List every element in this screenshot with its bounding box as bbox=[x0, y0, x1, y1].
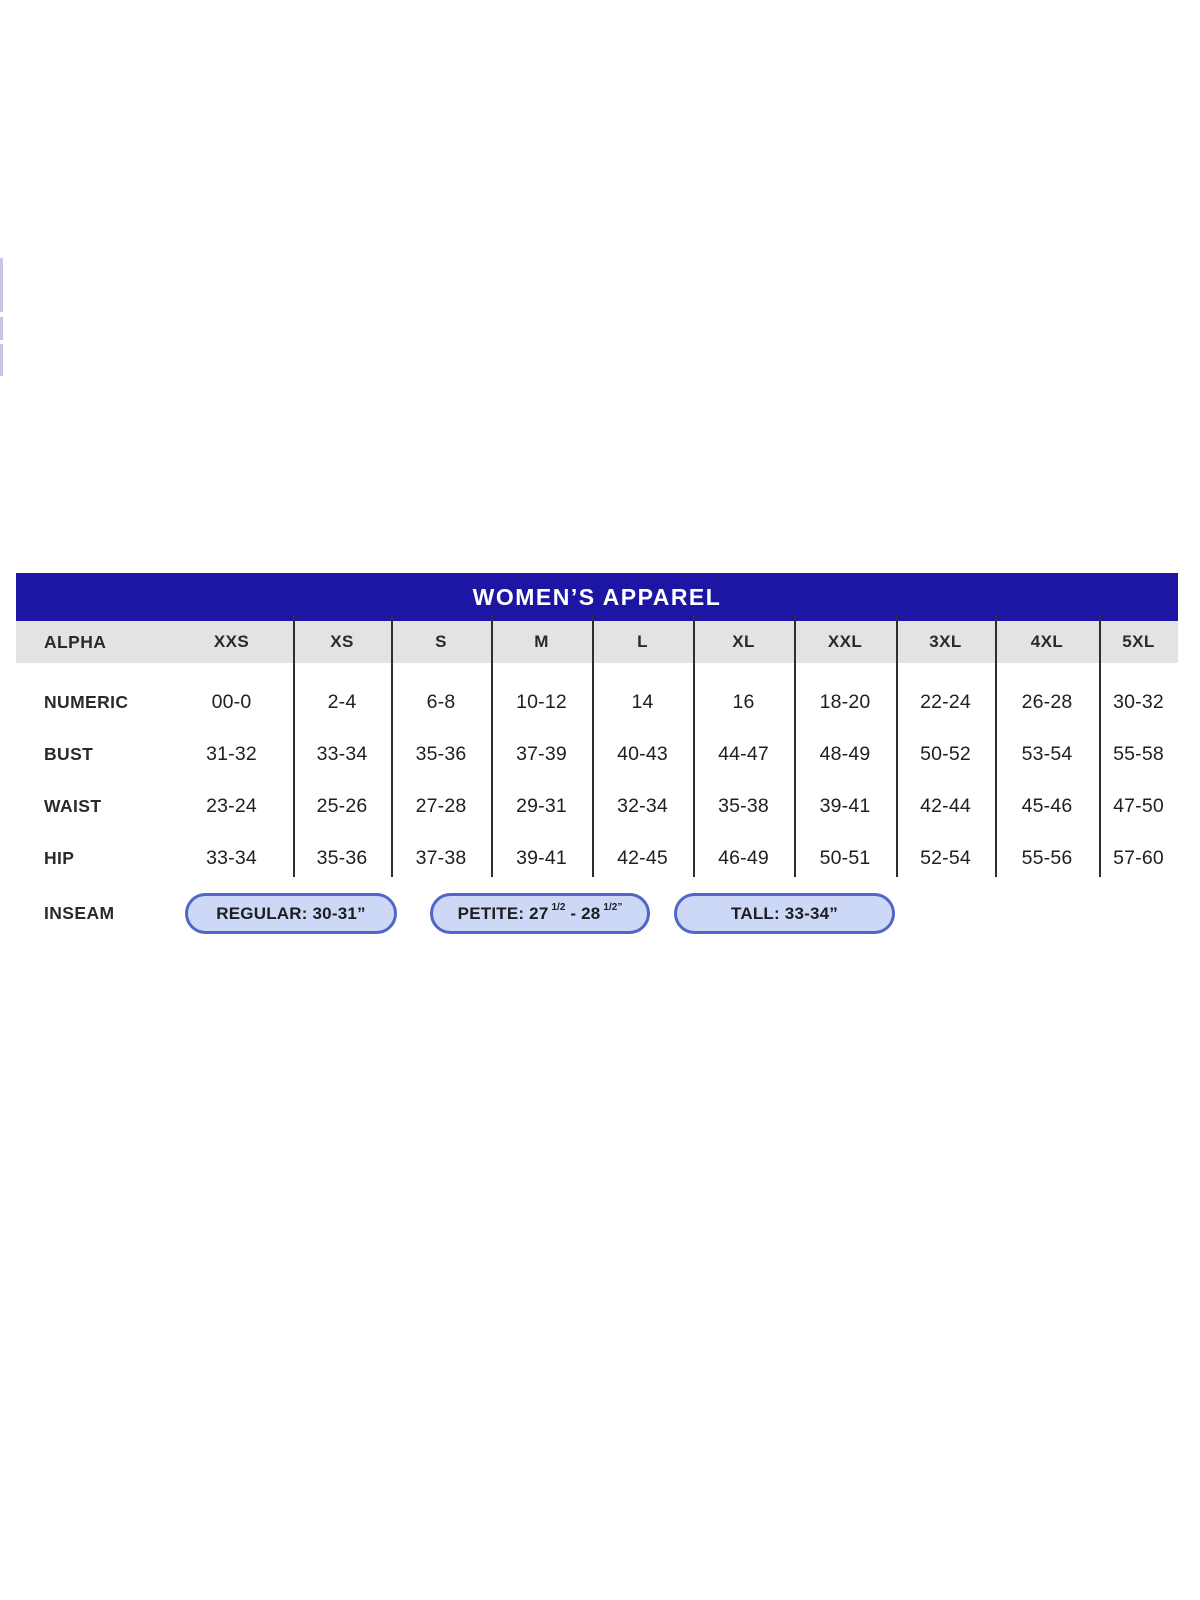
size-value-cell: 55-58 bbox=[1113, 742, 1164, 765]
size-value-cell: 25-26 bbox=[316, 794, 368, 817]
size-value-cell: 23-24 bbox=[206, 794, 257, 817]
table-row-inseam: INSEAM REGULAR: 30-31” PETITE: 27 1/2 - 2… bbox=[16, 893, 1178, 934]
size-value-cell: 6-8 bbox=[426, 690, 456, 713]
size-value-cell: 39-41 bbox=[516, 846, 567, 869]
size-value-cell: 37-39 bbox=[516, 742, 567, 765]
size-value-cell: 18-20 bbox=[819, 690, 871, 713]
size-value-cell: 29-31 bbox=[516, 794, 567, 817]
inseam-petite-text: - 28 bbox=[565, 903, 601, 923]
row-spacer bbox=[16, 663, 1178, 676]
column-header-xs: XS bbox=[330, 632, 354, 651]
chart-title-bar: WOMEN’S APPAREL bbox=[16, 573, 1178, 621]
size-value-cell: 45-46 bbox=[1021, 794, 1073, 817]
chart-title: WOMEN’S APPAREL bbox=[472, 583, 722, 610]
column-header-m: M bbox=[534, 632, 549, 651]
column-divider bbox=[1099, 615, 1101, 877]
column-header-4xl: 4XL bbox=[1030, 632, 1064, 651]
size-value-cell: 52-54 bbox=[920, 846, 971, 869]
column-divider bbox=[794, 615, 796, 877]
size-value-cell: 37-38 bbox=[415, 846, 467, 869]
size-value-cell: 30-32 bbox=[1113, 690, 1164, 713]
row-label-inseam: INSEAM bbox=[44, 903, 115, 923]
column-divider bbox=[293, 615, 295, 877]
size-value-cell: 53-54 bbox=[1021, 742, 1073, 765]
size-value-cell: 31-32 bbox=[206, 742, 257, 765]
size-value-cell: 35-38 bbox=[718, 794, 769, 817]
table-row-bust: BUST 31-32 33-34 35-36 37-39 40-43 44-47… bbox=[16, 728, 1178, 780]
size-value-cell: 35-36 bbox=[316, 846, 368, 869]
size-value-cell: 33-34 bbox=[206, 846, 257, 869]
inseam-tall-badge: TALL: 33-34” bbox=[674, 893, 895, 934]
inseam-petite-fraction: 1/2” bbox=[603, 902, 623, 913]
column-header-xl: XL bbox=[732, 632, 755, 651]
table-row-hip: HIP 33-34 35-36 37-38 39-41 42-45 46-49 … bbox=[16, 832, 1178, 884]
size-value-cell: 42-45 bbox=[617, 846, 668, 869]
size-value-cell: 55-56 bbox=[1021, 846, 1073, 869]
size-value-cell: 32-34 bbox=[617, 794, 668, 817]
column-divider bbox=[896, 615, 898, 877]
inseam-petite-text: PETITE: 27 bbox=[457, 903, 549, 923]
inseam-regular-badge: REGULAR: 30-31” bbox=[185, 893, 397, 934]
row-label-numeric: NUMERIC bbox=[44, 691, 129, 712]
size-value-cell: 48-49 bbox=[819, 742, 871, 765]
womens-apparel-size-chart: WOMEN’S APPAREL ALPHA XXS XS S M L XL XX… bbox=[16, 573, 1178, 934]
size-value-cell: 16 bbox=[732, 690, 755, 713]
size-value-cell: 14 bbox=[631, 690, 654, 713]
column-header-5xl: 5XL bbox=[1122, 632, 1155, 651]
row-label-hip: HIP bbox=[44, 847, 75, 868]
row-label-bust: BUST bbox=[44, 743, 94, 764]
column-divider bbox=[491, 615, 493, 877]
table-row-numeric: NUMERIC 00-0 2-4 6-8 10-12 14 16 18-20 2… bbox=[16, 676, 1178, 728]
column-header-alpha: ALPHA bbox=[44, 631, 107, 652]
left-edge-artifact bbox=[0, 317, 3, 340]
table-row-waist: WAIST 23-24 25-26 27-28 29-31 32-34 35-3… bbox=[16, 780, 1178, 832]
row-label-waist: WAIST bbox=[44, 795, 102, 816]
size-value-cell: 47-50 bbox=[1113, 794, 1164, 817]
inseam-regular-text: REGULAR: 30-31” bbox=[216, 903, 366, 923]
column-divider bbox=[391, 615, 393, 877]
left-edge-artifact bbox=[0, 344, 3, 376]
column-header-s: S bbox=[435, 632, 447, 651]
size-value-cell: 50-51 bbox=[819, 846, 871, 869]
size-value-cell: 22-24 bbox=[920, 690, 971, 713]
size-value-cell: 33-34 bbox=[316, 742, 368, 765]
size-header-row: ALPHA XXS XS S M L XL XXL 3XL 4XL 5XL bbox=[16, 621, 1178, 663]
inseam-petite-badge: PETITE: 27 1/2 - 28 1/2” bbox=[430, 893, 650, 934]
inseam-petite-fraction: 1/2 bbox=[551, 902, 566, 913]
column-header-xxs: XXS bbox=[213, 632, 250, 651]
size-value-cell: 35-36 bbox=[415, 742, 467, 765]
size-value-cell: 10-12 bbox=[516, 690, 567, 713]
size-value-cell: 57-60 bbox=[1113, 846, 1164, 869]
inseam-tall-text: TALL: 33-34” bbox=[731, 903, 838, 923]
size-value-cell: 2-4 bbox=[327, 690, 357, 713]
size-value-cell: 26-28 bbox=[1021, 690, 1073, 713]
column-divider bbox=[693, 615, 695, 877]
column-divider bbox=[995, 615, 997, 877]
size-value-cell: 27-28 bbox=[415, 794, 467, 817]
size-value-cell: 42-44 bbox=[920, 794, 971, 817]
column-divider bbox=[592, 615, 594, 877]
left-edge-artifact bbox=[0, 258, 3, 312]
size-value-cell: 50-52 bbox=[920, 742, 971, 765]
column-header-3xl: 3XL bbox=[929, 632, 962, 651]
size-value-cell: 44-47 bbox=[718, 742, 769, 765]
column-header-l: L bbox=[637, 632, 648, 651]
size-value-cell: 39-41 bbox=[819, 794, 871, 817]
column-header-xxl: XXL bbox=[827, 632, 863, 651]
size-value-cell: 40-43 bbox=[617, 742, 668, 765]
size-value-cell: 00-0 bbox=[211, 690, 252, 713]
size-value-cell: 46-49 bbox=[718, 846, 769, 869]
